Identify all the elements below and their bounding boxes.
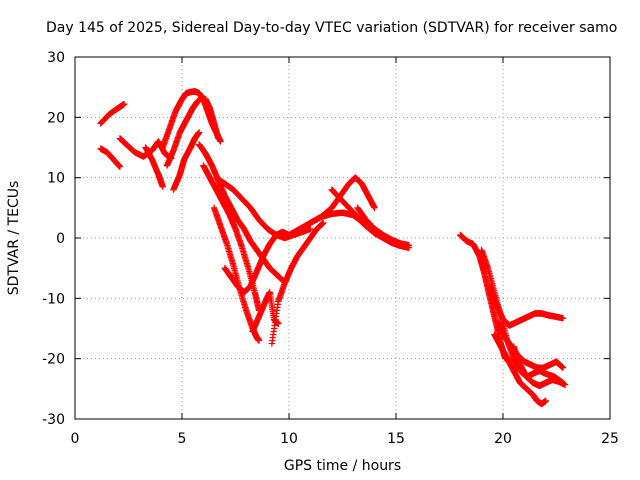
data-point <box>195 129 203 136</box>
data-point <box>559 364 567 371</box>
plot-frame <box>74 56 611 420</box>
series-track-f <box>163 94 222 169</box>
x-tick-label: 10 <box>280 431 298 447</box>
y-tick-label: -20 <box>42 352 65 368</box>
data-point <box>559 315 567 322</box>
y-tick-label: 0 <box>56 231 65 247</box>
y-tick-label: 10 <box>47 171 65 187</box>
x-tick-label: 20 <box>494 431 512 447</box>
series-track-p <box>307 174 378 227</box>
data-point <box>405 242 413 249</box>
data-point <box>159 183 166 190</box>
data-point <box>116 163 124 171</box>
data-point <box>255 337 263 344</box>
x-tick-label: 25 <box>601 431 619 447</box>
series-track-r <box>354 204 413 249</box>
y-tick-label: 20 <box>47 110 65 126</box>
data-point <box>561 381 569 388</box>
series-track-g <box>170 129 203 193</box>
x-tick-label: 5 <box>178 431 187 447</box>
data-point <box>307 225 314 233</box>
x-tick-label: 15 <box>387 431 405 447</box>
data-point <box>215 135 222 142</box>
series-track-h <box>195 141 286 284</box>
y-tick-label: -10 <box>42 291 65 307</box>
x-tick-label: 0 <box>71 431 80 447</box>
series-track-b <box>97 145 124 171</box>
data-points <box>97 88 569 408</box>
y-tick-label: -30 <box>42 412 65 428</box>
data-point <box>320 219 327 227</box>
data-point <box>371 204 378 212</box>
data-point <box>121 100 128 108</box>
y-axis-label: SDTVAR / TECUs <box>6 181 22 296</box>
y-tick-label: 30 <box>47 50 65 66</box>
data-point <box>542 397 549 405</box>
x-axis-label: GPS time / hours <box>284 458 401 474</box>
series-track-x <box>510 343 569 390</box>
data-point <box>275 320 282 327</box>
series-track-u <box>486 283 567 329</box>
series-track-n <box>268 219 327 347</box>
tick-labels: 0 5 10 15 20 25 -30 -20 -10 0 10 20 30 <box>42 50 619 447</box>
chart-title: Day 145 of 2025, Sidereal Day-to-day VTE… <box>46 20 617 36</box>
series-track-d <box>142 144 166 190</box>
series-track-a <box>97 100 128 127</box>
series-track-v <box>491 331 549 408</box>
